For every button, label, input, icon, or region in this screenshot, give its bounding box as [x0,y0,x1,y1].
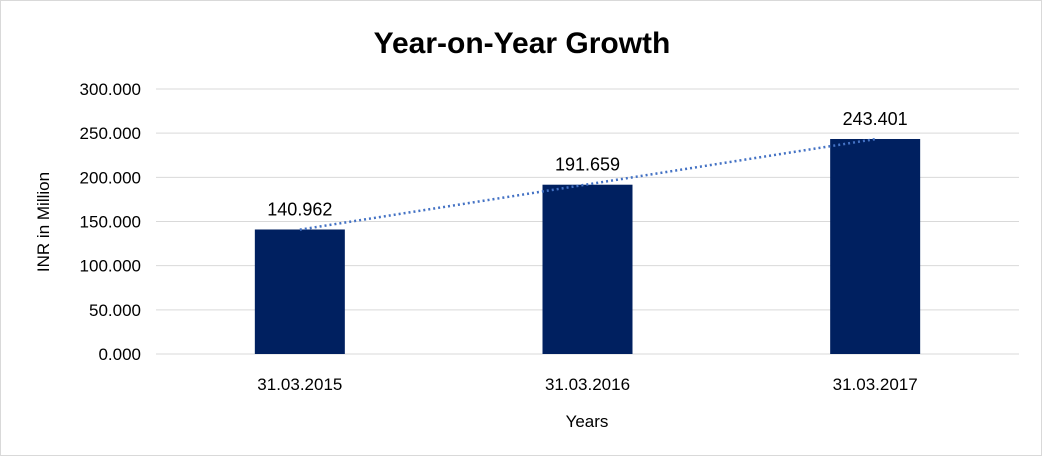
x-axis-ticks: 31.03.2015 31.03.2016 31.03.2017 [257,375,917,394]
x-tick-label: 31.03.2016 [545,375,630,394]
data-label: 243.401 [843,109,908,129]
y-tick-label: 200.000 [80,168,141,187]
y-axis-title: INR in Million [34,172,53,272]
y-tick-label: 100.000 [80,257,141,276]
trendline [299,137,876,231]
bar [830,138,921,354]
bar [254,229,345,354]
x-axis-title: Years [566,412,609,431]
y-tick-label: 300.000 [80,80,141,99]
y-tick-label: 250.000 [80,124,141,143]
chart-title: Year-on-Year Growth [374,27,671,60]
x-tick-label: 31.03.2017 [833,375,918,394]
trendline-group [299,137,876,231]
data-label: 191.659 [555,155,620,175]
y-tick-label: 50.000 [89,301,141,320]
y-axis-ticks: 0.000 50.000 100.000 150.000 200.000 250.000 3… [80,80,141,364]
bars [254,138,921,354]
data-label: 140.962 [267,199,332,219]
data-labels: 140.962 191.659 243.401 [267,109,907,219]
y-tick-label: 0.000 [98,345,141,364]
y-tick-label: 150.000 [80,213,141,232]
x-tick-label: 31.03.2015 [257,375,342,394]
bar [542,184,633,354]
